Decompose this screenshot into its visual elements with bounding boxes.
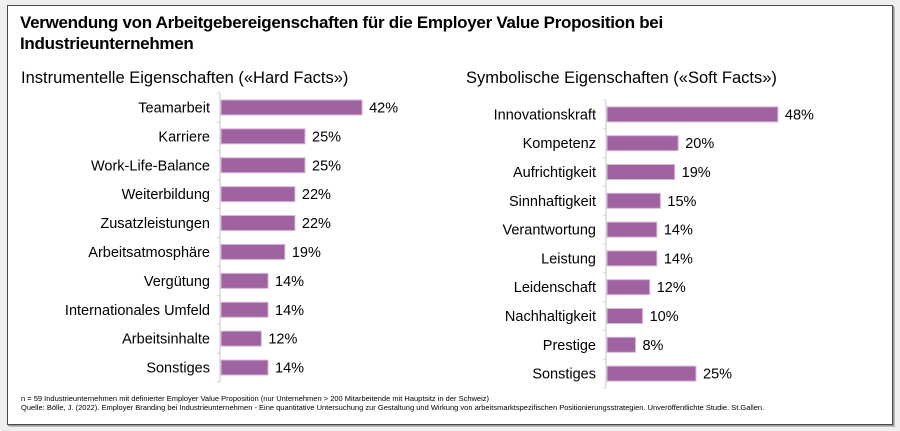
hard-facts-value-label: 22% [302,187,331,203]
hard-facts-category-label: Teamarbeit [138,100,210,116]
soft-facts-bar [606,279,651,296]
soft-facts-subtitle: Symbolische Eigenschaften («Soft Facts») [466,69,777,87]
hard-facts-category-label: Sonstiges [146,361,210,377]
hard-facts-category-label: Internationales Umfeld [65,303,210,319]
hard-facts-category-label: Karriere [158,129,210,145]
hard-facts-value-label: 12% [268,332,297,348]
hard-facts-subtitle: Instrumentelle Eigenschaften («Hard Fact… [21,69,349,87]
hard-facts-value-label: 42% [369,100,398,116]
sample-footnote: n = 59 Industrieunternehmen mit definier… [21,394,490,403]
soft-facts-category-label: Leidenschaft [514,280,596,296]
hard-facts-bar [220,301,269,318]
soft-facts-category-label: Nachhaltigkeit [505,309,596,325]
hard-facts-bar [220,99,363,116]
chart-panel [7,5,893,425]
soft-facts-category-label: Sonstiges [532,367,596,383]
soft-facts-value-label: 15% [667,194,696,210]
hard-facts-bar [220,359,269,376]
hard-facts-value-label: 25% [312,158,341,174]
hard-facts-value-label: 19% [292,245,321,261]
soft-facts-bar [606,106,779,123]
soft-facts-bar [606,192,661,209]
soft-facts-category-label: Prestige [543,338,596,354]
soft-facts-value-label: 48% [785,107,814,123]
hard-facts-chart: Teamarbeit 42% Karriere 25% Work-Life-Balanc… [65,92,398,383]
soft-facts-category-label: Sinnhaftigkeit [509,194,596,210]
hard-facts-bar [220,243,286,260]
soft-facts-category-label: Leistung [541,251,596,267]
hard-facts-bar [220,157,306,174]
hard-facts-category-label: Vergütung [144,274,210,290]
soft-facts-value-label: 20% [685,136,714,152]
soft-facts-value-label: 19% [682,165,711,181]
soft-facts-bar [606,135,679,152]
chart-title: Verwendung von Arbeitgebereigenschaften … [20,13,663,53]
soft-facts-category-label: Verantwortung [502,223,596,239]
soft-facts-bar [606,221,658,238]
hard-facts-category-label: Arbeitsinhalte [122,332,210,348]
hard-facts-value-label: 14% [275,361,304,377]
hard-facts-value-label: 22% [302,216,331,232]
soft-facts-value-label: 10% [650,309,679,325]
soft-facts-value-label: 8% [642,338,663,354]
soft-facts-value-label: 25% [703,367,732,383]
soft-facts-bar [606,250,658,267]
soft-facts-bar [606,308,644,324]
soft-facts-chart: Innovationskraft 48% Kompetenz 20% Aufrichti… [494,99,814,389]
soft-facts-bar [606,164,676,180]
hard-facts-value-label: 14% [275,303,304,319]
soft-facts-category-label: Aufrichtigkeit [513,165,596,181]
source-footnote: Quelle: Bölle, J. (2022). Employer Brand… [21,403,765,412]
hard-facts-bar [220,186,296,203]
hard-facts-bar [220,128,306,145]
soft-facts-bar [606,336,636,353]
soft-facts-value-label: 14% [664,251,693,267]
soft-facts-bar [606,365,697,382]
hard-facts-category-label: Work-Life-Balance [91,158,210,174]
hard-facts-bar [220,330,262,347]
soft-facts-value-label: 12% [657,280,686,296]
soft-facts-value-label: 14% [664,223,693,239]
soft-facts-category-label: Innovationskraft [494,107,596,123]
hard-facts-value-label: 14% [275,274,304,290]
hard-facts-value-label: 25% [312,129,341,145]
hard-facts-category-label: Arbeitsatmosphäre [88,245,210,261]
hard-facts-bar [220,272,269,289]
hard-facts-bar [220,215,296,232]
hard-facts-category-label: Weiterbildung [122,187,210,203]
hard-facts-category-label: Zusatzleistungen [100,216,210,232]
soft-facts-category-label: Kompetenz [523,136,596,152]
